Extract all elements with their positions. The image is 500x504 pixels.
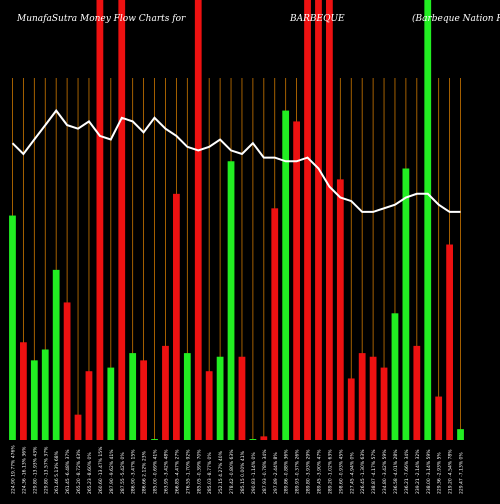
bar <box>446 244 453 440</box>
x-tick-label: 263.95 -3.42% 48% <box>163 449 169 494</box>
bar <box>216 356 224 440</box>
bar <box>271 208 279 440</box>
bar <box>413 345 421 440</box>
x-tick-label: 286.66 2.12% 23% <box>142 450 148 494</box>
bar <box>369 356 377 440</box>
x-tick-label: 219.20 -4.54% 78% <box>448 449 454 494</box>
x-tick-label: 276.55 -1.70% 92% <box>185 449 191 494</box>
bar <box>380 367 388 440</box>
x-tick-label: 261.45 -6.48% 37% <box>65 449 71 494</box>
bar <box>238 356 246 440</box>
x-tick-label: 229.80 -13.57% 37% <box>43 446 49 494</box>
money-flow-polyline <box>11 108 461 213</box>
x-tick-label: 224.36 -16.13% 36% <box>21 446 27 494</box>
bar <box>129 353 137 440</box>
bar <box>41 349 49 440</box>
bar <box>205 371 213 440</box>
bar <box>9 215 16 440</box>
bar <box>74 414 82 440</box>
x-tick-label: 234.80 -3.42% 59% <box>382 449 388 494</box>
x-tick-label: 265.20 -8.72% 43% <box>76 449 82 494</box>
bars <box>9 0 464 441</box>
bar <box>304 0 311 440</box>
x-tick-label: 238.87 -4.17% 57% <box>371 449 377 494</box>
x-tick-label: 289.80 -3.93% 29% <box>306 449 312 494</box>
bar <box>151 439 158 440</box>
x-tick-label: 261.46 5.13% 68% <box>54 450 60 494</box>
x-tick-label: 289.20 -1.02% 63% <box>327 449 333 494</box>
x-tick-label: 224.90 19.77% 476% <box>10 445 16 494</box>
bar <box>85 371 93 440</box>
tick-labels: 224.90 19.77% 476% 224.36 -16.13% 36% 229.… <box>10 445 464 494</box>
bar <box>391 313 399 440</box>
bar <box>63 302 71 440</box>
x-tick-label: 285.05 -0.39% 70% <box>196 449 202 494</box>
bar <box>30 360 38 440</box>
bar <box>293 121 300 440</box>
bar <box>194 0 202 440</box>
x-tick-label: 229.36 -2.93% 5% <box>437 452 443 494</box>
x-tick-label: 289.93 -0.37% 26% <box>295 449 301 494</box>
x-tick-label: 285.03 -8.77% 0% <box>207 452 213 494</box>
x-tick-label: 265.23 -8.60% 0% <box>87 452 93 494</box>
x-tick-label: 229.80 -13.93% 43% <box>32 446 38 494</box>
bar <box>326 0 333 440</box>
bar <box>424 0 432 440</box>
chart-header-company: (Barbeque Nation Hosp <box>412 14 500 24</box>
x-tick-label: 266.85 -4.47% 27% <box>174 449 180 494</box>
x-tick-label: 226.45 -1.30% 63% <box>360 449 366 494</box>
x-tick-label: 239.21 -2.14% 32% <box>415 449 421 494</box>
x-tick-label: 290.83 -1.14% 0% <box>251 452 257 494</box>
bar <box>162 345 169 440</box>
money-flow-line <box>11 108 461 213</box>
x-tick-label: 298.60 -0.93% 45% <box>338 449 344 494</box>
x-tick-label: 236.21 -7.66% 34% <box>404 449 410 494</box>
bar <box>358 353 366 440</box>
x-tick-label: 297.89 -2.44% 8% <box>273 452 279 494</box>
x-tick-label: 229.47 -7.13% 0% <box>459 452 465 494</box>
x-tick-label: 287.90 -9.62% 41% <box>109 449 115 494</box>
bar <box>315 0 322 440</box>
x-tick-label: 236.58 -4.01% 28% <box>393 449 399 494</box>
bar <box>402 168 410 440</box>
bar <box>347 378 355 440</box>
x-tick-label: 289.86 -0.88% 36% <box>284 449 290 494</box>
bar <box>260 436 268 440</box>
bar <box>336 179 344 441</box>
x-tick-label: 260.60 -13.47% 15% <box>98 446 104 494</box>
bar <box>227 161 235 440</box>
bar <box>249 439 257 440</box>
bar <box>140 360 147 440</box>
x-tick-label: 252.15 4.27% 40% <box>218 450 224 494</box>
bar <box>96 0 104 440</box>
x-tick-label: 227.45 -4.94% 0% <box>349 452 355 494</box>
bar <box>20 342 27 440</box>
x-tick-label: 286.90 -3.47% 15% <box>131 449 137 494</box>
bar <box>435 396 443 440</box>
x-tick-label: 238.00 -3.14% 59% <box>426 449 432 494</box>
bar <box>107 367 115 440</box>
bar <box>118 0 126 440</box>
chart-header-symbol: BARBEQUE <box>290 14 345 24</box>
bar <box>52 269 60 440</box>
x-tick-label: 289.45 -3.90% 47% <box>316 449 322 494</box>
x-tick-label: 285.00 -0.69% 41% <box>153 449 159 494</box>
bar <box>282 110 290 440</box>
bar <box>173 193 180 440</box>
x-tick-label: 287.55 -5.42% 0% <box>120 452 126 494</box>
x-tick-label: 285.15 0.00% 41% <box>240 450 246 494</box>
x-tick-label: 287.93 -0.78% 34% <box>262 449 268 494</box>
bar <box>457 429 464 440</box>
x-tick-label: 278.42 -0.80% 63% <box>229 449 235 494</box>
chart-header-prefix: MunafaSutra Money Flow Charts for <box>17 14 186 24</box>
bar <box>183 353 191 440</box>
